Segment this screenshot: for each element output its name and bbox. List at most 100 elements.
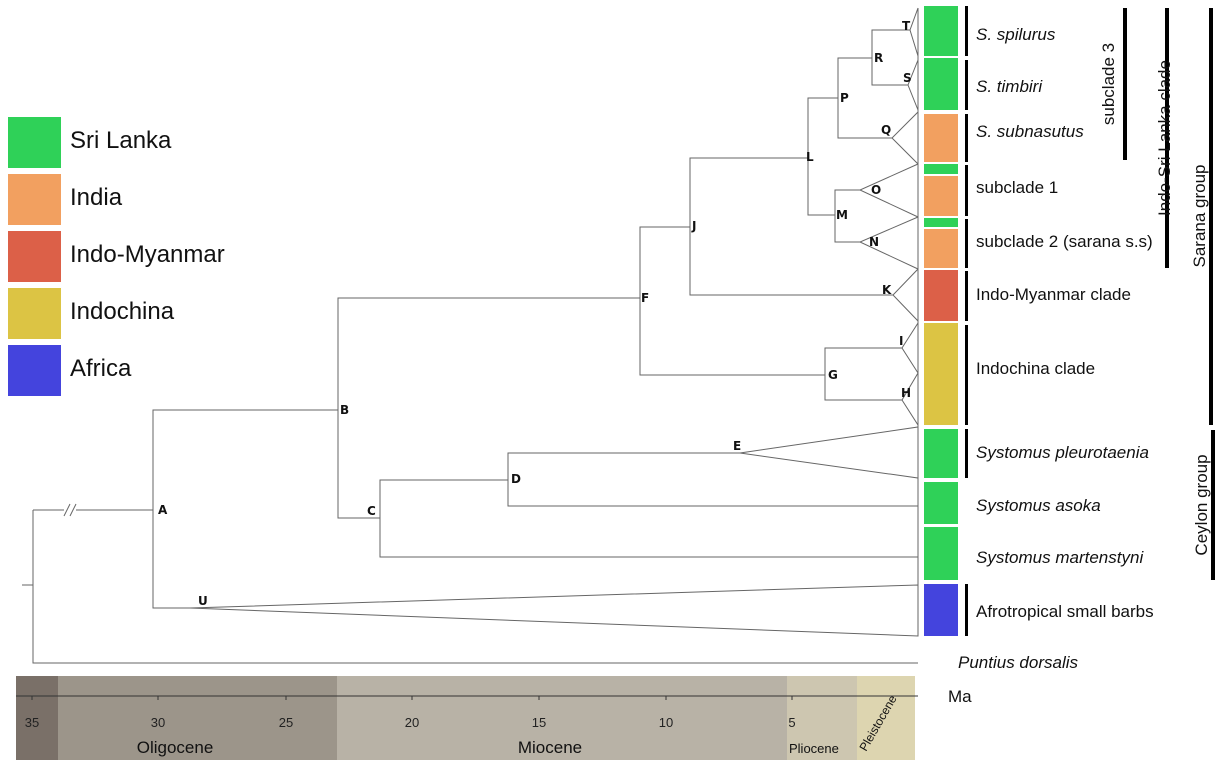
clade-bar: [965, 429, 968, 478]
clade-bar: [965, 325, 968, 425]
node-label-D: D: [511, 472, 521, 486]
axis-break: [64, 504, 76, 516]
region-color-bar: [924, 114, 958, 162]
clade-bar: [965, 114, 968, 162]
group-label: Indo-Sri Lanka clade: [1155, 60, 1174, 216]
tick-label: 20: [405, 715, 419, 730]
tick-label: 35: [25, 715, 39, 730]
legend-label: India: [70, 184, 123, 211]
node-label-P: P: [840, 91, 849, 105]
clade-bar: [965, 6, 968, 56]
branch: [507, 452, 918, 507]
tip-label: S. spilurus: [976, 25, 1056, 44]
group-bar: [1165, 8, 1169, 268]
legend-swatch: [8, 288, 61, 339]
epoch-pliocene: Pliocene: [789, 741, 839, 756]
node-label-K: K: [882, 283, 892, 297]
epoch-band: [58, 676, 337, 760]
node-label-N: N: [869, 235, 879, 249]
node-label-R: R: [874, 51, 883, 65]
branch: [32, 510, 918, 664]
clade-bar: [965, 271, 968, 321]
node-label-E: E: [733, 439, 741, 453]
branch: [909, 7, 919, 57]
branch: [891, 111, 919, 165]
branch: [824, 347, 902, 401]
group-bar: [1211, 430, 1215, 580]
legend-swatch: [8, 231, 61, 282]
clade-bar: [965, 219, 968, 268]
region-color-bar: [924, 6, 958, 56]
branch: [807, 97, 838, 216]
tick-label: 15: [532, 715, 546, 730]
group-label: subclade 3: [1099, 43, 1118, 125]
tick-label: 25: [279, 715, 293, 730]
epoch-miocene: Miocene: [518, 738, 582, 757]
branch: [189, 584, 919, 637]
branch: [739, 426, 919, 479]
branch: [858, 216, 919, 270]
node-label-J: J: [691, 219, 696, 233]
region-color-bar: [924, 429, 958, 478]
region-color-bar: [924, 323, 958, 425]
epoch-band: [787, 676, 857, 760]
region-color-bar: [924, 176, 958, 216]
group-label: Sarana group: [1190, 164, 1209, 267]
tip-label: S. timbiri: [976, 77, 1043, 96]
clade-bar: [965, 60, 968, 110]
tip-label: S. subnasutus: [976, 122, 1084, 141]
region-color-bar: [924, 218, 958, 227]
node-label-M: M: [836, 208, 848, 222]
branch: [907, 59, 919, 111]
legend-swatch: [8, 345, 61, 396]
group-label: Ceylon group: [1192, 454, 1211, 555]
region-color-bar: [924, 164, 958, 174]
tip-label: Systomus asoka: [976, 496, 1101, 515]
branch: [858, 163, 919, 218]
legend-label: Indo-Myanmar: [70, 241, 225, 268]
region-color-bar: [924, 584, 958, 636]
legend-swatch: [8, 117, 61, 168]
region-color-bar: [924, 270, 958, 321]
legend-swatch: [8, 174, 61, 225]
time-unit: Ma: [948, 687, 972, 706]
branch: [834, 189, 860, 243]
tip-label: Afrotropical small barbs: [976, 602, 1154, 621]
tip-label: Puntius dorsalis: [958, 653, 1079, 672]
epoch-band: [16, 676, 58, 760]
branch: [892, 268, 919, 322]
tick-label: 10: [659, 715, 673, 730]
tip-label: Systomus pleurotaenia: [976, 443, 1149, 462]
legend-label: Africa: [70, 355, 132, 382]
node-label-S: S: [903, 71, 912, 85]
branch: [901, 321, 919, 427]
tick-label: 5: [788, 715, 795, 730]
legend-label: Indochina: [70, 298, 175, 325]
region-color-bar: [924, 229, 958, 268]
epoch-band: [857, 676, 915, 760]
branch: [63, 503, 77, 517]
branch: [689, 157, 893, 296]
epoch-band: [337, 676, 787, 760]
node-label-T: T: [902, 19, 911, 33]
node-label-C: C: [367, 504, 376, 518]
tip-label: subclade 2 (sarana s.s): [976, 232, 1153, 251]
branch: [337, 297, 640, 519]
node-label-F: F: [641, 291, 649, 305]
tip-label: Indochina clade: [976, 359, 1095, 378]
branch: [379, 479, 918, 558]
region-color-bar: [924, 527, 958, 580]
node-label-I: I: [899, 334, 903, 348]
node-label-B: B: [340, 403, 349, 417]
region-color-bar: [924, 482, 958, 524]
branch: [871, 29, 910, 86]
region-color-bar: [924, 58, 958, 110]
tip-label: Systomus martenstyni: [976, 548, 1144, 567]
tick-label: 30: [151, 715, 165, 730]
node-label-A: A: [158, 503, 168, 517]
node-label-Q: Q: [881, 123, 891, 137]
clade-bar: [965, 584, 968, 636]
tip-label: Indo-Myanmar clade: [976, 285, 1131, 304]
legend-label: Sri Lanka: [70, 127, 172, 154]
